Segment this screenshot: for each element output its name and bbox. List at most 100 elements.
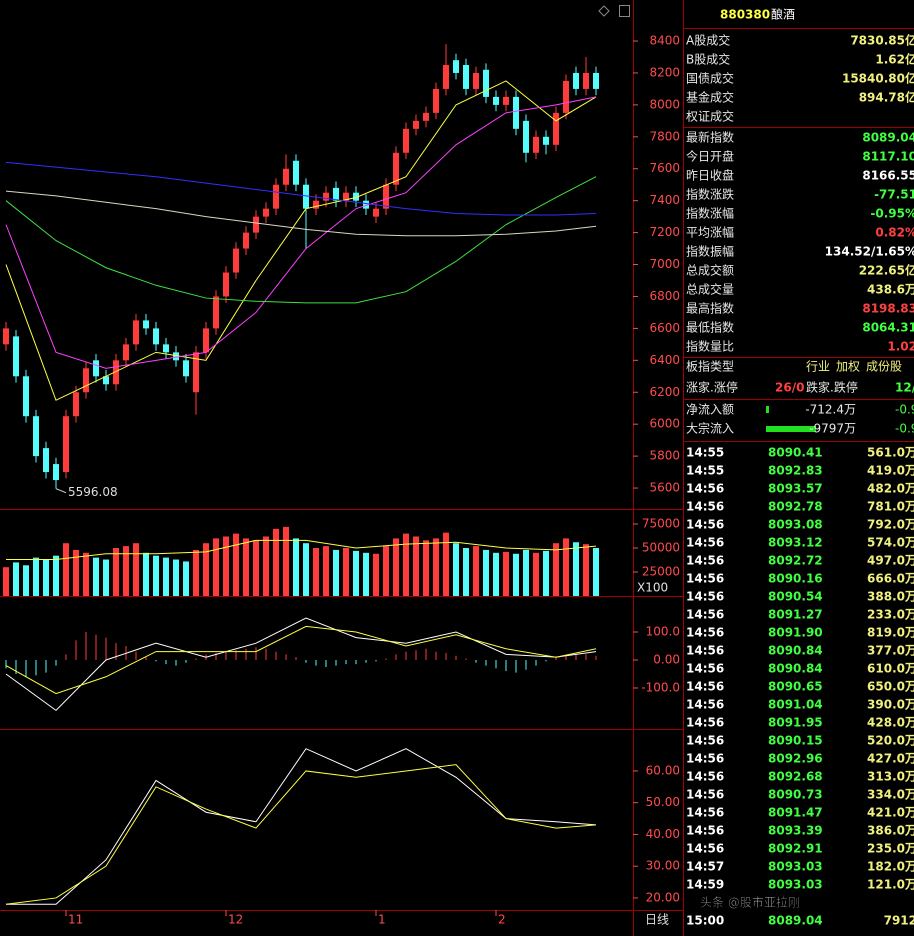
trade-price: 8092.68 [768,770,823,784]
trade-price: 8090.16 [768,572,823,586]
quote-value: 1.02 [887,340,914,354]
candle-body [63,416,69,473]
volume-bar [263,536,269,596]
flow-value: -712.4万 [805,403,856,417]
candle-body [53,464,59,481]
line [6,539,597,561]
trade-volume: 520.0万 [867,734,914,748]
quote-value: 894.78亿 [859,90,914,105]
candle-body [143,320,149,329]
trade-price: 8090.65 [768,680,823,694]
quote-value: -0.95% [870,207,914,221]
quote-label: 指数量比 [686,339,734,354]
volume-bar [553,543,559,596]
trade-time: 14:56 [686,662,724,676]
volume-bar [3,567,9,596]
quote-value: 15840.80亿 [842,71,914,86]
candle-body [423,112,429,121]
volume-bar [563,538,569,596]
quote-label: 总成交量 [686,282,734,297]
min-label: 5596.08 [68,485,118,499]
candle-body [403,128,409,153]
volume-bar [163,557,169,596]
trade-time: 14:56 [686,518,724,532]
y-tick-label: 50.00 [646,795,680,809]
volume-bar [293,538,299,596]
trade-volume: 650.0万 [867,680,914,694]
quote-value: -77.51 [874,188,914,202]
trade-price: 8092.91 [768,842,823,856]
trade-volume: 610.0万 [867,662,914,676]
candle-body [153,328,159,345]
trade-time: 14:56 [686,536,724,550]
volume-bar [13,562,19,596]
trade-time: 14:56 [686,608,724,622]
trade-price: 8093.12 [768,536,823,550]
volume-bar [423,540,429,596]
volume-bar [103,559,109,596]
volume-bar [23,565,29,596]
line [5,764,597,905]
trade-time: 14:56 [686,824,724,838]
candle-body [43,448,49,473]
trade-price: 8090.41 [768,446,823,460]
trade-time: 14:59 [686,878,724,892]
trade-volume: 561.0万 [867,446,914,460]
trade-volume: 497.0万 [867,554,914,568]
volume-bar [373,553,379,596]
trade-time: 14:56 [686,698,724,712]
trade-volume: 421.0万 [867,806,914,820]
window-icon[interactable] [619,5,630,17]
y-tick-label: 20.00 [646,890,680,904]
volume-bar [493,552,499,596]
volume-bar [283,526,289,596]
candle-body [183,360,189,377]
trade-time: 14:56 [686,716,724,730]
volume-bar [83,552,89,596]
period-label[interactable]: 日线 [645,913,669,927]
volume-bar [363,552,369,596]
candle-body [533,136,539,153]
trade-volume: 482.0万 [867,482,914,496]
trade-price: 8091.27 [768,608,823,622]
volume-bar [173,559,179,596]
line [5,625,597,695]
trade-time: 14:57 [686,860,724,874]
quote-label: A股成交 [686,33,730,48]
stock-code: 880380 [720,8,770,22]
volume-bar [53,555,59,596]
candle-body [323,192,329,201]
quote-label: 指数涨跌 [686,187,734,202]
volume-bar [73,549,79,596]
y-tick-label: 50000 [642,541,680,555]
trade-price: 8091.90 [768,626,823,640]
trade-price: 8092.78 [768,500,823,514]
line [5,96,597,369]
trade-time: 14:56 [686,770,724,784]
candle-body [593,72,599,89]
volume-bar [463,548,469,596]
watermark: 头条 @股市亚拉刚 [700,895,800,910]
y-tick-label: 6200 [649,385,680,399]
candle-body [263,208,269,217]
volume-bar [33,557,39,596]
x-tick-label: 2 [498,913,506,927]
volume-bar [523,549,529,596]
board-item: 加权 [836,360,860,374]
trade-price: 8090.15 [768,734,823,748]
trade-volume: 388.0万 [867,590,914,604]
y-tick-label: 60.00 [646,763,680,777]
y-tick-label: 7000 [649,257,680,271]
quote-label: 国债成交 [686,71,734,86]
candle-body [13,336,19,377]
candle-body [513,96,519,129]
board-item: 行业 [806,360,830,374]
quote-value: 222.65亿 [859,263,914,278]
candle-body [373,208,379,217]
diamond-icon[interactable] [598,5,610,17]
breadth-label: 跌家.跌停 [806,380,858,395]
trade-volume: 666.0万 [867,572,914,586]
candle-body [483,69,489,97]
trade-price: 8090.54 [768,590,823,604]
